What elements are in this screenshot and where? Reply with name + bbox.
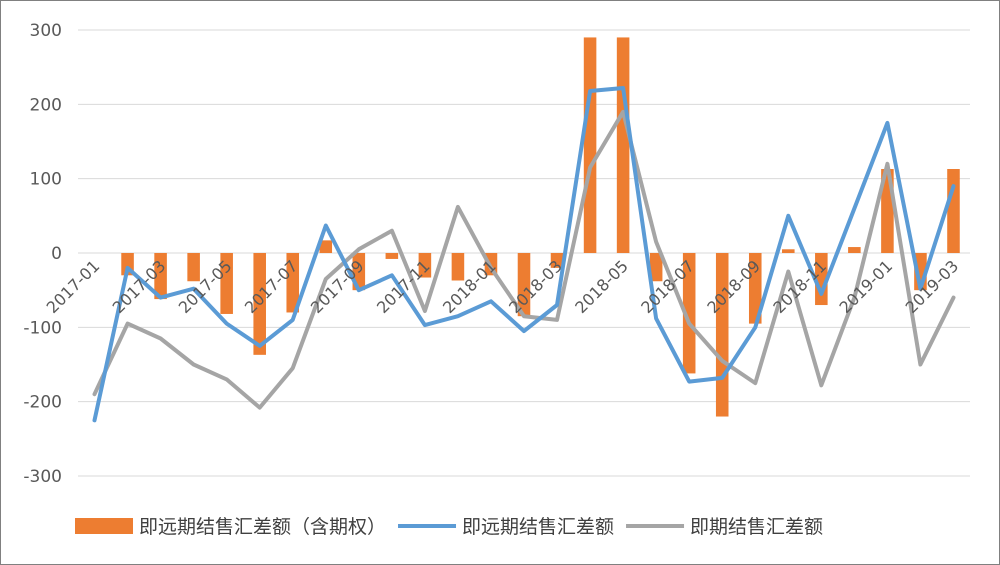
bar <box>782 249 795 253</box>
x-tick-label: 2017-01 <box>43 256 104 317</box>
legend-item: 即远期结售汇差额 <box>398 516 614 538</box>
y-tick-label: -100 <box>23 318 62 338</box>
bar <box>848 247 861 253</box>
x-tick-label: 2019-01 <box>836 256 897 317</box>
legend-item: 即远期结售汇差额（含期权） <box>75 516 386 538</box>
legend-label: 即远期结售汇差额 <box>462 516 614 538</box>
line-series <box>92 86 956 423</box>
bar <box>583 37 597 253</box>
x-tick-label: 2018-03 <box>505 256 566 317</box>
x-tick-label: 2019-03 <box>902 256 963 317</box>
bar-series <box>121 37 960 417</box>
x-tick-label: 2018-01 <box>439 256 500 317</box>
y-tick-label: 300 <box>30 21 62 41</box>
bar <box>253 253 266 355</box>
y-tick-label: 200 <box>30 95 62 115</box>
bar <box>649 253 663 282</box>
bar <box>418 253 432 278</box>
bar <box>682 253 696 374</box>
bar <box>550 253 564 268</box>
legend-label: 即期结售汇差额 <box>690 516 823 538</box>
legend-item: 即期结售汇差额 <box>626 516 823 538</box>
y-tick-label: 100 <box>30 170 62 190</box>
bar <box>220 253 233 314</box>
bar <box>187 253 200 282</box>
bar <box>517 253 531 317</box>
bar <box>715 253 729 417</box>
bar <box>385 253 399 259</box>
y-tick-label: -200 <box>23 393 62 413</box>
y-tick-label: -300 <box>23 467 62 487</box>
y-axis-ticks: 300 200 100 0 -100 -200 -300 <box>23 21 62 487</box>
bar <box>154 253 167 300</box>
series-line <box>92 86 956 423</box>
bar <box>451 253 465 281</box>
y-tick-label: 0 <box>51 244 62 264</box>
bar <box>748 253 762 324</box>
legend: 即远期结售汇差额（含期权） 即远期结售汇差额 即期结售汇差额 <box>75 516 823 538</box>
legend-swatch <box>75 518 133 534</box>
x-tick-label: 2018-05 <box>571 256 632 317</box>
legend-label: 即远期结售汇差额（含期权） <box>139 516 386 538</box>
bar <box>947 169 960 253</box>
series-line <box>92 109 956 410</box>
bar <box>616 37 630 253</box>
bar <box>815 253 828 306</box>
bar <box>286 253 300 313</box>
bar <box>319 240 333 253</box>
